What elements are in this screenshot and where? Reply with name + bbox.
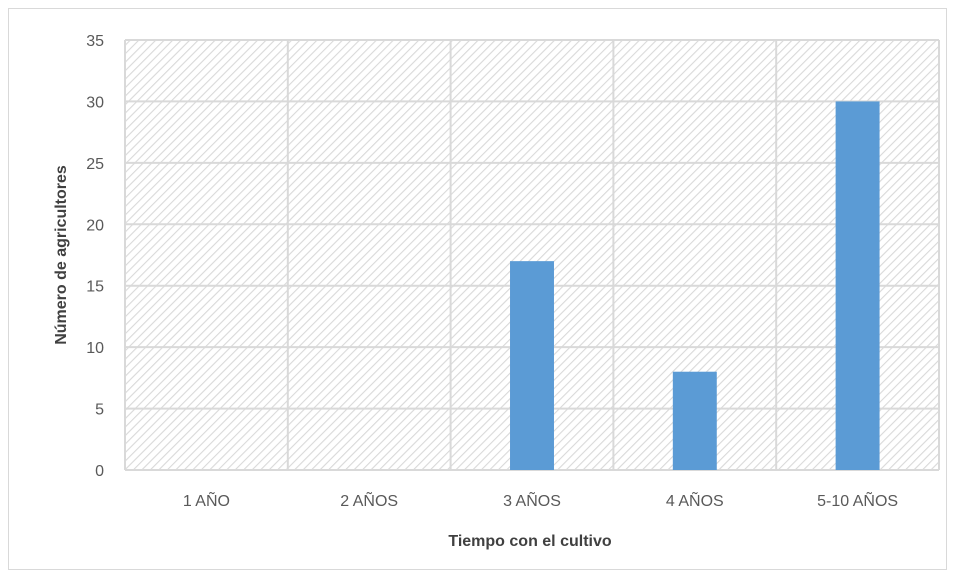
y-axis-title: Número de agricultores bbox=[53, 165, 70, 345]
y-axis-ticks: 0 5 10 15 20 25 30 35 bbox=[86, 33, 104, 480]
bar bbox=[672, 371, 717, 470]
bar bbox=[835, 101, 880, 470]
y-tick-label: 15 bbox=[86, 279, 104, 296]
x-axis-title: Tiempo con el cultivo bbox=[448, 533, 612, 550]
y-tick-label: 5 bbox=[95, 402, 104, 419]
y-tick-label: 0 bbox=[95, 463, 104, 480]
x-tick-label: 2 AÑOS bbox=[340, 490, 398, 510]
y-tick-label: 20 bbox=[86, 217, 104, 234]
x-axis-ticks: 1 AÑO 2 AÑOS 3 AÑOS 4 AÑOS 5-10 AÑOS bbox=[183, 490, 898, 510]
y-tick-label: 10 bbox=[86, 340, 104, 357]
y-tick-label: 30 bbox=[86, 94, 104, 111]
x-tick-label: 5-10 AÑOS bbox=[817, 490, 898, 510]
x-tick-label: 3 AÑOS bbox=[503, 490, 561, 510]
bars bbox=[510, 101, 880, 470]
x-tick-label: 4 AÑOS bbox=[666, 490, 724, 510]
y-tick-label: 35 bbox=[86, 33, 104, 50]
bar bbox=[510, 261, 554, 470]
x-tick-label: 1 AÑO bbox=[183, 490, 230, 510]
y-tick-label: 25 bbox=[86, 156, 104, 173]
